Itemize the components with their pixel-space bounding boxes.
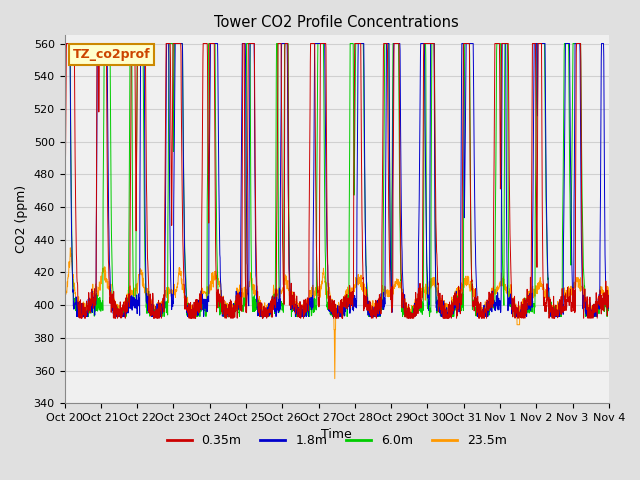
Line: 0.35m: 0.35m <box>65 44 609 318</box>
23.5m <box>557 299 565 304</box>
1.8m <box>572 41 580 47</box>
23.5m <box>495 284 503 289</box>
23.5m <box>353 276 360 282</box>
0.35m <box>557 294 565 300</box>
Legend: 0.35m, 1.8m, 6.0m, 23.5m: 0.35m, 1.8m, 6.0m, 23.5m <box>162 429 512 452</box>
6.0m <box>353 41 360 47</box>
23.5m <box>605 289 612 295</box>
6.0m <box>605 300 612 305</box>
0.35m <box>63 41 70 47</box>
0.35m <box>76 315 84 321</box>
1.8m <box>364 299 372 304</box>
6.0m <box>74 313 82 319</box>
Line: 23.5m: 23.5m <box>65 248 609 379</box>
6.0m <box>212 226 220 231</box>
Line: 6.0m: 6.0m <box>65 44 609 316</box>
6.0m <box>61 41 68 47</box>
1.8m <box>605 302 612 308</box>
6.0m <box>495 41 503 47</box>
6.0m <box>364 307 372 312</box>
1.8m <box>61 41 68 47</box>
0.35m <box>365 303 372 309</box>
Y-axis label: CO2 (ppm): CO2 (ppm) <box>15 185 28 253</box>
6.0m <box>572 41 580 47</box>
23.5m <box>365 299 372 304</box>
Line: 1.8m: 1.8m <box>65 44 609 316</box>
0.35m <box>605 305 612 311</box>
X-axis label: Time: Time <box>321 429 352 442</box>
23.5m <box>331 376 339 382</box>
23.5m <box>212 276 220 281</box>
23.5m <box>61 285 68 290</box>
1.8m <box>212 41 220 47</box>
0.35m <box>572 49 580 55</box>
6.0m <box>557 311 564 316</box>
Text: TZ_co2prof: TZ_co2prof <box>73 48 150 61</box>
23.5m <box>67 245 74 251</box>
0.35m <box>213 294 221 300</box>
1.8m <box>353 305 360 311</box>
1.8m <box>557 306 564 312</box>
0.35m <box>61 286 68 292</box>
1.8m <box>495 296 503 301</box>
0.35m <box>495 41 503 47</box>
Title: Tower CO2 Profile Concentrations: Tower CO2 Profile Concentrations <box>214 15 459 30</box>
23.5m <box>572 276 580 282</box>
0.35m <box>353 41 360 47</box>
1.8m <box>73 313 81 319</box>
